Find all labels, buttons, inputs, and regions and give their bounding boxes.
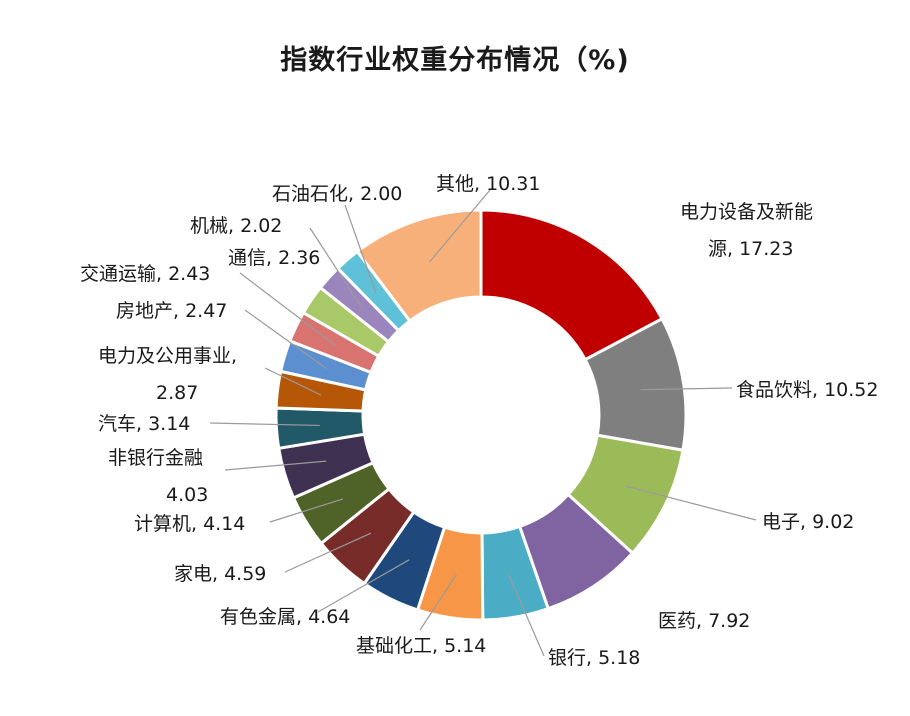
data-label: 非银行金融 — [108, 447, 203, 469]
data-label: 电子, 9.02 — [762, 511, 854, 533]
data-label: 其他, 10.31 — [436, 173, 540, 195]
leader-line — [239, 272, 336, 346]
data-label: 机械, 2.02 — [190, 215, 282, 237]
leader-line — [317, 559, 410, 613]
leader-line — [244, 309, 327, 369]
data-label: 汽车, 3.14 — [98, 413, 190, 435]
leader-line — [224, 460, 327, 471]
data-label: 交通运输, 2.43 — [80, 263, 210, 285]
data-label: 电力设备及新能 — [680, 201, 813, 223]
data-label: 电力及公用事业, — [98, 345, 237, 367]
leader-line — [640, 387, 733, 391]
data-label: 4.03 — [166, 484, 208, 506]
data-label: 银行, 5.18 — [548, 647, 640, 669]
data-label: 源, 17.23 — [708, 238, 793, 260]
leader-line — [625, 485, 757, 521]
leader-line — [344, 204, 377, 293]
data-label: 医药, 7.92 — [658, 610, 750, 632]
leader-line — [507, 573, 545, 657]
leader-line — [264, 367, 322, 396]
leader-lines-layer — [209, 189, 757, 657]
data-label: 有色金属, 4.64 — [220, 606, 350, 628]
chart-title: 指数行业权重分布情况（%) — [280, 45, 630, 76]
data-label: 石油石化, 2.00 — [272, 183, 402, 205]
data-label: 家电, 4.59 — [174, 563, 266, 585]
leader-line — [429, 189, 491, 263]
data-label: 2.87 — [156, 382, 198, 404]
leader-line — [269, 498, 344, 523]
leader-line — [309, 227, 362, 308]
data-label: 基础化工, 5.14 — [356, 635, 486, 657]
data-label: 房地产, 2.47 — [116, 300, 227, 322]
data-label: 通信, 2.36 — [228, 247, 320, 269]
leader-line — [209, 422, 320, 427]
leader-line — [284, 532, 372, 573]
data-label: 计算机, 4.14 — [134, 513, 245, 535]
data-label: 食品饮料, 10.52 — [736, 379, 878, 401]
leader-line — [419, 574, 457, 631]
